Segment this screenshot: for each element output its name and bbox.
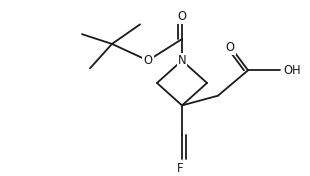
Text: O: O bbox=[144, 54, 153, 67]
Text: O: O bbox=[225, 41, 234, 54]
Text: O: O bbox=[178, 10, 187, 23]
Text: N: N bbox=[178, 54, 186, 67]
Text: F: F bbox=[177, 162, 183, 175]
Text: OH: OH bbox=[283, 64, 301, 77]
